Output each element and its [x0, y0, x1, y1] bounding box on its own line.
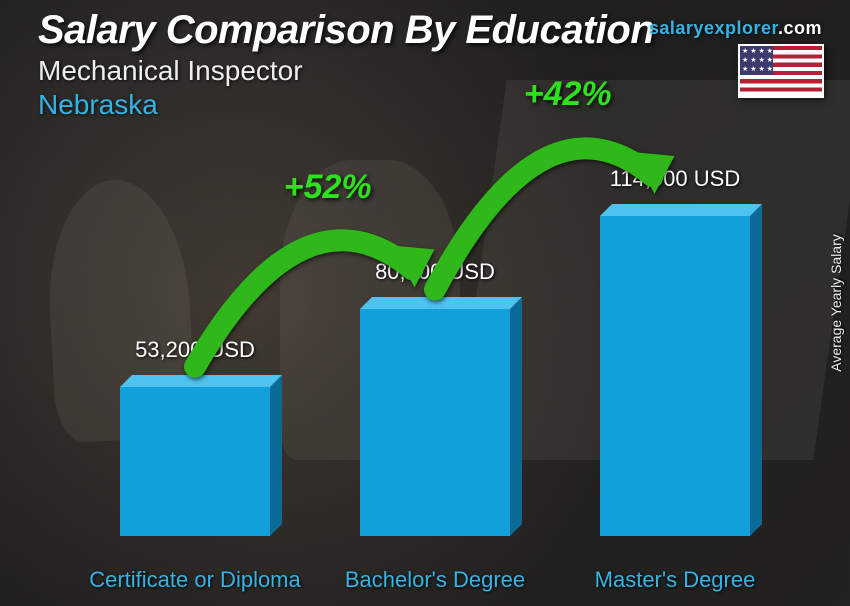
pct-increase-label: +42% [524, 75, 612, 114]
us-flag-icon [738, 44, 824, 98]
brand-domain: .com [778, 18, 822, 38]
infographic-root: Salary Comparison By Education Mechanica… [0, 0, 850, 606]
y-axis-label: Average Yearly Salary [828, 234, 844, 372]
bar-category-label: Bachelor's Degree [325, 567, 545, 592]
brand-watermark: salaryexplorer.com [649, 18, 822, 39]
bar-category-label: Certificate or Diploma [85, 567, 305, 592]
bar-category-label: Master's Degree [565, 567, 785, 592]
page-title: Salary Comparison By Education [38, 8, 654, 53]
pct-jump-1: +42% [60, 150, 790, 536]
arrow-arc-icon [60, 116, 820, 536]
brand-name: salaryexplorer [649, 18, 778, 38]
salary-bar-chart: 53,200 USDCertificate or Diploma80,700 U… [60, 150, 790, 536]
